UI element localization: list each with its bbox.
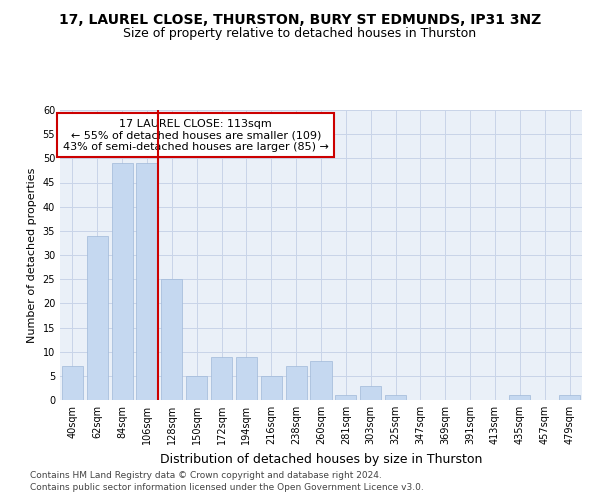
Bar [186,376,207,400]
Bar [335,395,356,400]
Bar [559,395,580,400]
Bar [286,366,307,400]
Bar [261,376,282,400]
Text: Contains HM Land Registry data © Crown copyright and database right 2024.: Contains HM Land Registry data © Crown c… [30,471,382,480]
Bar [310,362,332,400]
Bar [112,163,133,400]
Bar [87,236,108,400]
Bar [211,356,232,400]
Bar [509,395,530,400]
X-axis label: Distribution of detached houses by size in Thurston: Distribution of detached houses by size … [160,452,482,466]
Bar [236,356,257,400]
Y-axis label: Number of detached properties: Number of detached properties [27,168,37,342]
Bar [161,279,182,400]
Text: Size of property relative to detached houses in Thurston: Size of property relative to detached ho… [124,28,476,40]
Bar [136,163,158,400]
Bar [62,366,83,400]
Text: 17 LAUREL CLOSE: 113sqm
← 55% of detached houses are smaller (109)
43% of semi-d: 17 LAUREL CLOSE: 113sqm ← 55% of detache… [63,118,329,152]
Text: 17, LAUREL CLOSE, THURSTON, BURY ST EDMUNDS, IP31 3NZ: 17, LAUREL CLOSE, THURSTON, BURY ST EDMU… [59,12,541,26]
Bar [360,386,381,400]
Bar [385,395,406,400]
Text: Contains public sector information licensed under the Open Government Licence v3: Contains public sector information licen… [30,484,424,492]
